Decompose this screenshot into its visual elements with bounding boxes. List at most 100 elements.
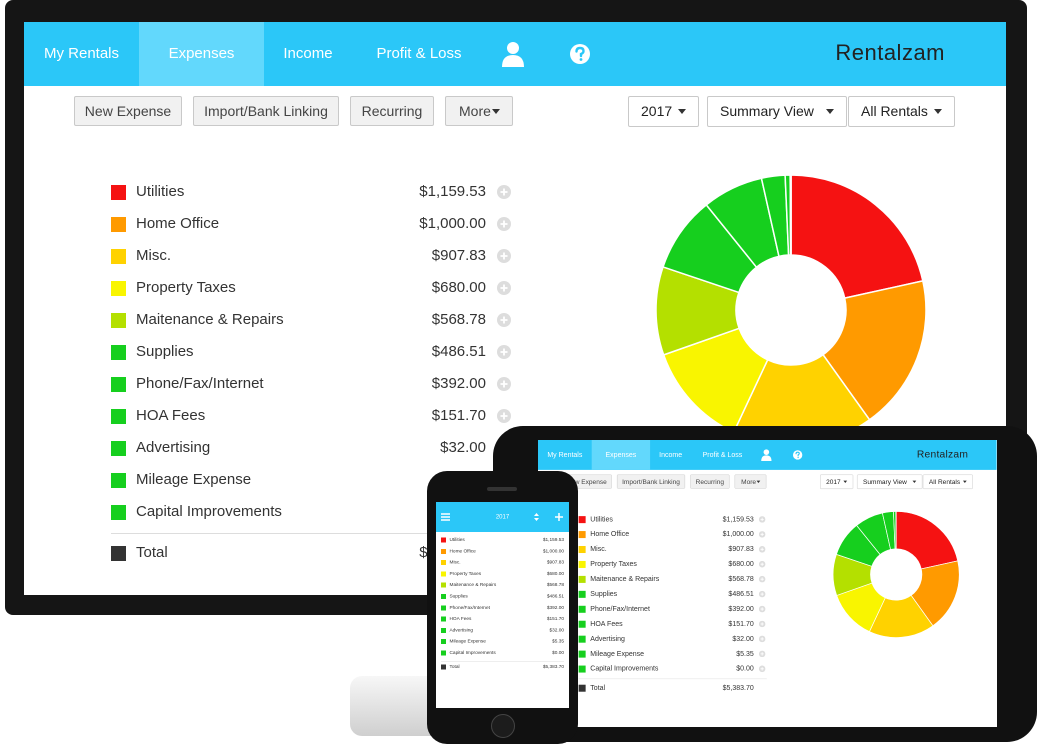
nav-tab[interactable]: Expenses <box>139 22 264 86</box>
filter-select[interactable]: 2017 <box>820 474 854 490</box>
menu-bar <box>441 519 450 521</box>
add-icon[interactable] <box>758 620 766 628</box>
nav-tab[interactable]: Income <box>283 45 333 62</box>
add-icon[interactable] <box>497 281 511 295</box>
add-icon[interactable] <box>758 650 766 658</box>
expense-name: Advertising <box>449 627 474 633</box>
add-icon[interactable] <box>758 665 766 673</box>
toolbar-button[interactable]: Recurring <box>350 96 434 126</box>
help-mark <box>795 451 800 457</box>
add-icon[interactable] <box>758 590 766 598</box>
expense-name: Total <box>590 683 606 692</box>
menu-icon <box>441 513 450 521</box>
add-cross <box>500 412 508 420</box>
filter-select[interactable]: All Rentals <box>922 474 973 490</box>
expense-name: Mileage Expense <box>590 649 645 658</box>
expense-name: Supplies <box>590 589 618 598</box>
expense-name: Capital Improvements <box>590 664 659 673</box>
add-cross <box>760 592 764 596</box>
filter-label: Summary View <box>720 103 814 119</box>
expense-amount: $32.00 <box>549 627 564 633</box>
toolbar-button[interactable]: Import/Bank Linking <box>193 96 339 126</box>
add-cross <box>500 252 508 260</box>
app-view: My Rentals Expenses Income Profit & Loss Ren… <box>538 440 997 727</box>
phone-home-button[interactable] <box>491 714 515 738</box>
expense-amount: $1,159.53 <box>419 183 486 200</box>
legend-swatch <box>441 571 446 577</box>
filter-select[interactable]: 2017 <box>628 96 699 127</box>
expense-amount: $568.78 <box>546 582 564 588</box>
user-body <box>502 55 524 67</box>
add-cross <box>500 380 508 388</box>
expense-name: Home Office <box>136 215 220 232</box>
add-cross <box>500 316 508 324</box>
expense-name: Misc. <box>590 545 607 554</box>
add-cross <box>760 517 764 522</box>
add-icon[interactable] <box>497 377 511 391</box>
expense-amount: $568.78 <box>431 311 486 328</box>
nav-tab[interactable]: Expenses <box>591 440 651 470</box>
toolbar-button[interactable]: Recurring <box>690 474 730 489</box>
expense-amount: $392.00 <box>546 604 564 611</box>
legend-swatch <box>441 560 446 566</box>
filter-select[interactable]: All Rentals <box>848 96 955 127</box>
add-icon[interactable] <box>497 345 511 359</box>
nav-tab[interactable]: My Rentals <box>547 450 583 459</box>
expense-name: Utilities <box>590 515 613 524</box>
nav-tab[interactable]: Income <box>659 450 683 459</box>
app-view: 2017 Utilities $1,159.53 Home Office $1,000.… <box>436 502 569 708</box>
add-icon[interactable] <box>758 635 766 643</box>
legend-swatch <box>578 650 586 658</box>
add-icon[interactable] <box>497 217 511 231</box>
legend-swatch <box>578 620 586 628</box>
expense-amount: $680.00 <box>431 279 486 296</box>
legend-swatch <box>111 248 126 264</box>
add-icon[interactable] <box>758 560 766 568</box>
add-icon[interactable] <box>758 546 766 553</box>
legend-swatch <box>578 665 586 673</box>
add-icon[interactable] <box>497 185 511 199</box>
add-icon[interactable] <box>497 249 511 263</box>
toolbar-button[interactable]: Import/Bank Linking <box>616 474 686 489</box>
filter-label: All Rentals <box>928 477 961 486</box>
nav-bar: My Rentals Expenses Income Profit & Loss Ren… <box>24 22 1006 86</box>
filter-select[interactable]: Summary View <box>707 96 847 127</box>
expense-amount: $151.70 <box>728 619 754 628</box>
expense-name: Advertising <box>590 634 625 643</box>
legend-swatch <box>578 575 586 583</box>
toolbar-button[interactable]: More <box>445 96 513 126</box>
expense-amount: $151.70 <box>431 407 486 424</box>
add-icon[interactable] <box>758 605 766 613</box>
help-dot <box>797 456 799 459</box>
expense-amount: $907.83 <box>546 559 564 566</box>
filter-select[interactable]: Summary View <box>856 474 923 490</box>
expense-name: HOA Fees <box>449 616 472 622</box>
add-icon[interactable] <box>497 409 511 423</box>
add-icon[interactable] <box>758 516 766 523</box>
logo: Rentalzam <box>835 40 945 65</box>
button-label: New Expense <box>566 477 607 486</box>
add-cross <box>555 513 563 521</box>
legend-swatch <box>111 504 126 520</box>
filter-label: All Rentals <box>861 103 928 119</box>
filter-label: Summary View <box>863 477 907 486</box>
legend-swatch <box>578 605 586 613</box>
expense-amount: $1,000.00 <box>722 530 754 539</box>
legend-swatch <box>111 280 126 296</box>
expense-name: HOA Fees <box>136 407 206 424</box>
add-icon[interactable] <box>758 531 766 538</box>
user-icon <box>502 42 524 67</box>
toolbar-button[interactable]: New Expense <box>74 96 182 126</box>
button-label: New Expense <box>84 103 172 119</box>
legend-swatch <box>578 635 586 643</box>
nav-tab[interactable]: Profit & Loss <box>702 450 743 459</box>
help-icon <box>792 450 803 460</box>
year-select[interactable]: 2017 <box>495 513 510 520</box>
nav-tab[interactable]: Profit & Loss <box>376 45 462 62</box>
expense-amount: $907.83 <box>728 545 754 554</box>
add-icon[interactable] <box>758 575 766 583</box>
toolbar-button[interactable]: More <box>734 474 767 489</box>
expense-name: Phone/Fax/Internet <box>590 604 650 613</box>
nav-tab[interactable]: My Rentals <box>43 45 120 62</box>
add-icon[interactable] <box>497 313 511 327</box>
